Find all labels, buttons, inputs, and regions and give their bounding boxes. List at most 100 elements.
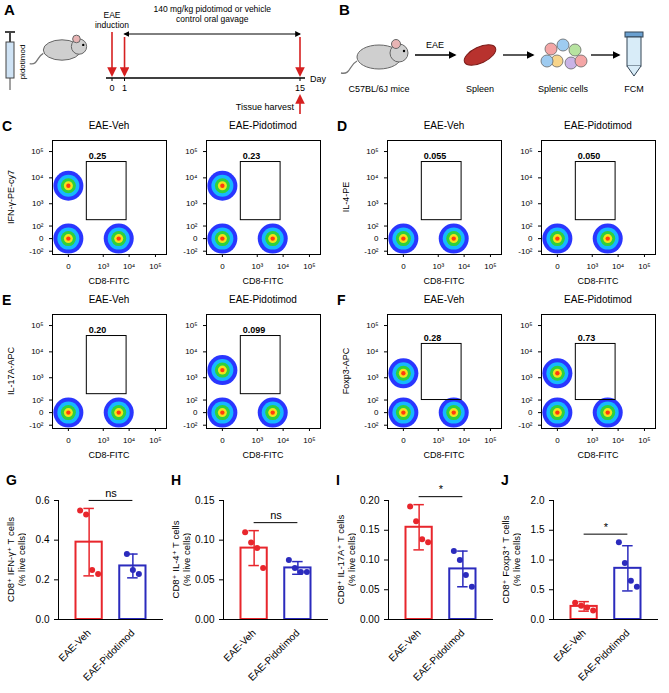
svg-text:CD8⁺ IL-4⁺ T cells: CD8⁺ IL-4⁺ T cells (170, 520, 181, 598)
svg-text:10³: 10³ (251, 436, 263, 445)
svg-text:EAE-Veh: EAE-Veh (89, 120, 130, 131)
svg-text:10²: 10² (367, 222, 379, 231)
svg-text:0: 0 (528, 408, 533, 417)
svg-text:1.5: 1.5 (531, 524, 545, 535)
svg-text:10⁵: 10⁵ (484, 262, 496, 271)
svg-text:10²: 10² (521, 396, 533, 405)
svg-text:CD8-FITC: CD8-FITC (578, 276, 619, 286)
svg-text:C: C (2, 118, 12, 134)
svg-text:10³: 10³ (521, 373, 533, 382)
svg-text:EAE-Veh: EAE-Veh (551, 627, 587, 663)
svg-text:10³: 10³ (521, 199, 533, 208)
svg-text:IL-17A-APC: IL-17A-APC (6, 346, 16, 395)
svg-text:EAE-Pidotimod: EAE-Pidotimod (81, 627, 137, 683)
svg-text:10⁴: 10⁴ (612, 436, 625, 445)
svg-text:10³: 10³ (432, 436, 444, 445)
svg-text:-10²: -10² (183, 421, 198, 430)
svg-text:10⁵: 10⁵ (638, 436, 650, 445)
svg-text:0.10: 0.10 (195, 534, 215, 545)
svg-text:10⁴: 10⁴ (520, 347, 533, 356)
svg-text:10⁵: 10⁵ (149, 262, 161, 271)
svg-text:pidotimod: pidotimod (18, 45, 27, 80)
svg-text:0: 0 (109, 83, 114, 93)
svg-text:10²: 10² (32, 222, 44, 231)
svg-text:0.15: 0.15 (195, 495, 215, 506)
svg-text:0: 0 (374, 408, 379, 417)
svg-text:0.050: 0.050 (578, 151, 601, 161)
svg-text:2.0: 2.0 (531, 495, 545, 506)
svg-text:10³: 10³ (586, 262, 598, 271)
svg-text:E: E (2, 292, 11, 308)
svg-text:10⁵: 10⁵ (303, 436, 315, 445)
svg-text:10⁵: 10⁵ (31, 321, 43, 330)
svg-text:H: H (171, 472, 181, 488)
svg-text:10⁵: 10⁵ (520, 147, 532, 156)
svg-text:10⁴: 10⁴ (366, 173, 379, 182)
svg-text:10⁵: 10⁵ (484, 436, 496, 445)
svg-text:(% live cells): (% live cells) (181, 533, 191, 586)
svg-text:10⁵: 10⁵ (520, 321, 532, 330)
svg-text:EAE-Veh: EAE-Veh (386, 627, 422, 663)
svg-text:(% live cells): (% live cells) (511, 533, 521, 586)
svg-text:Spleen: Spleen (466, 84, 494, 94)
svg-text:10⁵: 10⁵ (31, 147, 43, 156)
svg-text:0: 0 (193, 408, 198, 417)
svg-text:*: * (604, 521, 609, 533)
svg-text:EAE: EAE (426, 40, 444, 50)
svg-text:10⁴: 10⁴ (612, 262, 625, 271)
svg-text:EAE-Pidotimod: EAE-Pidotimod (411, 627, 467, 683)
svg-text:0.20: 0.20 (89, 325, 107, 335)
svg-text:140 mg/kg pidotimod or vehicle: 140 mg/kg pidotimod or vehicle (153, 4, 271, 14)
svg-text:EAE-Veh: EAE-Veh (56, 627, 92, 663)
svg-text:-10²: -10² (518, 421, 533, 430)
svg-text:10⁴: 10⁴ (458, 262, 471, 271)
svg-text:10⁴: 10⁴ (185, 173, 198, 182)
svg-text:10³: 10³ (367, 373, 379, 382)
svg-text:-10²: -10² (364, 421, 379, 430)
svg-text:10⁴: 10⁴ (366, 347, 379, 356)
svg-text:G: G (6, 472, 17, 488)
svg-text:0.25: 0.25 (89, 151, 107, 161)
svg-text:10³: 10³ (432, 262, 444, 271)
svg-text:10⁵: 10⁵ (366, 321, 378, 330)
svg-text:0.15: 0.15 (360, 524, 380, 535)
svg-text:CD8-FITC: CD8-FITC (578, 450, 619, 460)
svg-text:0.5: 0.5 (531, 584, 545, 595)
svg-text:10⁴: 10⁴ (123, 436, 136, 445)
svg-text:10⁵: 10⁵ (303, 262, 315, 271)
svg-text:EAE-Pidotimod: EAE-Pidotimod (246, 627, 302, 683)
svg-text:0.2: 0.2 (36, 574, 50, 585)
svg-text:EAE-Pidotimod: EAE-Pidotimod (564, 120, 632, 131)
svg-text:EAE-Pidotimod: EAE-Pidotimod (576, 627, 632, 683)
svg-text:CD8-FITC: CD8-FITC (243, 276, 284, 286)
svg-text:0.28: 0.28 (424, 333, 442, 343)
svg-text:CD8⁺ Foxp3⁺ T cells: CD8⁺ Foxp3⁺ T cells (500, 515, 511, 603)
svg-text:10²: 10² (521, 222, 533, 231)
svg-text:Foxp3-APC: Foxp3-APC (341, 347, 351, 394)
svg-text:10³: 10³ (32, 199, 44, 208)
svg-text:0: 0 (193, 234, 198, 243)
svg-text:0.4: 0.4 (36, 534, 50, 545)
svg-text:0: 0 (555, 436, 560, 445)
svg-text:0.0: 0.0 (36, 614, 50, 625)
svg-text:EAE-Veh: EAE-Veh (424, 120, 465, 131)
svg-text:0: 0 (555, 262, 560, 271)
svg-text:EAE-Pidotimod: EAE-Pidotimod (229, 120, 297, 131)
svg-text:0: 0 (220, 262, 225, 271)
svg-text:C57BL/6J mice: C57BL/6J mice (348, 84, 409, 94)
svg-text:CD8-FITC: CD8-FITC (424, 276, 465, 286)
svg-text:0.73: 0.73 (578, 333, 596, 343)
svg-text:10³: 10³ (586, 436, 598, 445)
svg-text:ns: ns (270, 509, 282, 521)
svg-text:1: 1 (122, 83, 127, 93)
svg-text:IFN-γ-PE-cy7: IFN-γ-PE-cy7 (6, 170, 16, 224)
svg-text:0: 0 (401, 262, 406, 271)
svg-text:Day: Day (310, 74, 327, 84)
svg-text:CD8-FITC: CD8-FITC (89, 276, 130, 286)
svg-text:EAE-Veh: EAE-Veh (424, 294, 465, 305)
svg-text:-10²: -10² (364, 247, 379, 256)
svg-text:EAE-Veh: EAE-Veh (221, 627, 257, 663)
svg-text:ns: ns (105, 487, 117, 499)
svg-text:10³: 10³ (186, 373, 198, 382)
svg-text:0.23: 0.23 (243, 151, 261, 161)
